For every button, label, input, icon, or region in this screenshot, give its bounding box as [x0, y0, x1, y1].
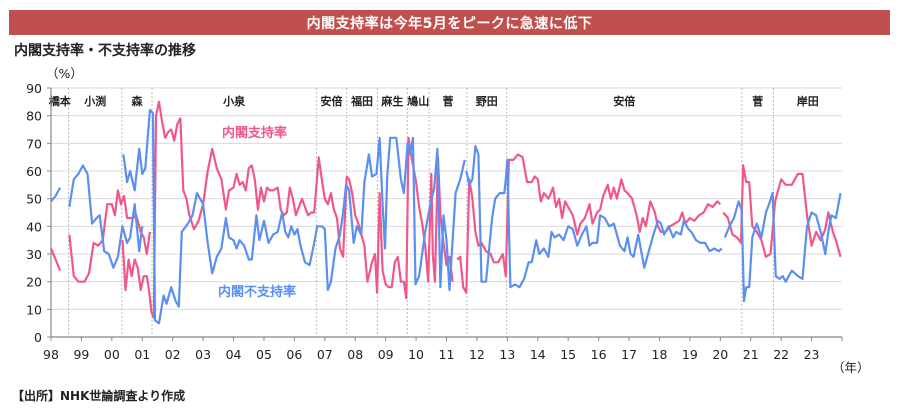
support-line — [49, 248, 62, 272]
x-tick-label: 98 — [43, 347, 59, 362]
disapprove-line — [465, 145, 723, 289]
support-line — [68, 189, 151, 283]
x-tick-label: 12 — [469, 347, 485, 362]
disapprove-line — [122, 109, 466, 325]
y-tick-label: 80 — [26, 109, 42, 124]
disapprove-line — [723, 192, 842, 303]
x-tick-label: 15 — [560, 347, 576, 362]
disapprove-line — [50, 187, 62, 203]
pm-label: 岸田 — [797, 94, 819, 108]
x-tick-label: 20 — [712, 347, 728, 362]
axis-layer: 0 10 20 30 40 50 60 70 80 90 98 99 00 01 02 03 04 05 06 07 0… — [26, 81, 843, 362]
x-tick-label: 10 — [408, 347, 424, 362]
pm-label: 野田 — [476, 95, 498, 108]
y-axis-unit-label: （%） — [46, 66, 83, 81]
x-tick-label: 99 — [73, 347, 89, 362]
x-tick-label: 00 — [104, 347, 120, 362]
x-tick-label: 11 — [439, 347, 455, 362]
y-tick-label: 70 — [26, 136, 42, 151]
disapprove-line — [68, 164, 144, 269]
pm-label: 小渕 — [83, 94, 106, 108]
x-tick-label: 13 — [499, 347, 515, 362]
x-tick-label: 22 — [773, 347, 789, 362]
pm-label: 麻生 — [380, 94, 403, 108]
x-tick-label: 17 — [621, 347, 637, 362]
pm-label: 菅 — [752, 94, 763, 108]
x-tick-label: 02 — [165, 347, 181, 362]
y-tick-label: 20 — [26, 275, 42, 290]
pm-label: 安倍 — [321, 94, 343, 108]
disapprove-series-label: 内閣不支持率 — [218, 284, 296, 300]
x-tick-label: 06 — [286, 347, 302, 362]
y-tick-label: 0 — [34, 330, 42, 345]
pm-label: 鳩山 — [407, 94, 429, 108]
x-tick-label: 08 — [347, 347, 363, 362]
y-tick-label: 50 — [26, 192, 42, 207]
headline-banner: 内閣支持率は今年5月をピークに急速に低下 — [9, 10, 890, 35]
support-line — [456, 153, 722, 294]
x-tick-label: 09 — [378, 347, 394, 362]
pm-label: 小泉 — [222, 94, 246, 108]
x-tick-label: 23 — [804, 347, 820, 362]
pm-label: 安倍 — [613, 94, 635, 108]
x-tick-label: 03 — [195, 347, 211, 362]
pm-label: 福田 — [350, 94, 373, 108]
x-axis-unit-label: （年） — [832, 360, 870, 375]
x-tick-label: 14 — [530, 347, 546, 362]
y-tick-label: 10 — [26, 302, 42, 317]
x-tick-label: 16 — [591, 347, 607, 362]
grid-layer — [51, 87, 842, 310]
y-tick-label: 30 — [26, 247, 42, 262]
y-tick-label: 40 — [26, 219, 42, 234]
support-series-label: 内閣支持率 — [222, 125, 287, 141]
x-tick-label: 04 — [226, 347, 242, 362]
source-note: 【出所】NHK世論調査より作成 — [12, 389, 186, 403]
x-tick-label: 19 — [682, 347, 698, 362]
chart-title: 内閣支持率・不支持率の推移 — [14, 43, 196, 59]
x-tick-label: 05 — [256, 347, 272, 362]
pm-label: 菅 — [443, 94, 454, 108]
y-tick-label: 90 — [26, 81, 42, 96]
y-tick-label: 60 — [26, 164, 42, 179]
support-line — [121, 100, 454, 319]
x-tick-label: 18 — [652, 347, 668, 362]
x-tick-label: 07 — [317, 347, 333, 362]
x-tick-label: 21 — [743, 347, 759, 362]
pm-label: 橋本 — [49, 94, 71, 108]
series-layer — [49, 100, 842, 325]
x-tick-label: 01 — [134, 347, 150, 362]
pm-label: 森 — [131, 94, 143, 108]
headline-text: 内閣支持率は今年5月をピークに急速に低下 — [306, 15, 593, 32]
